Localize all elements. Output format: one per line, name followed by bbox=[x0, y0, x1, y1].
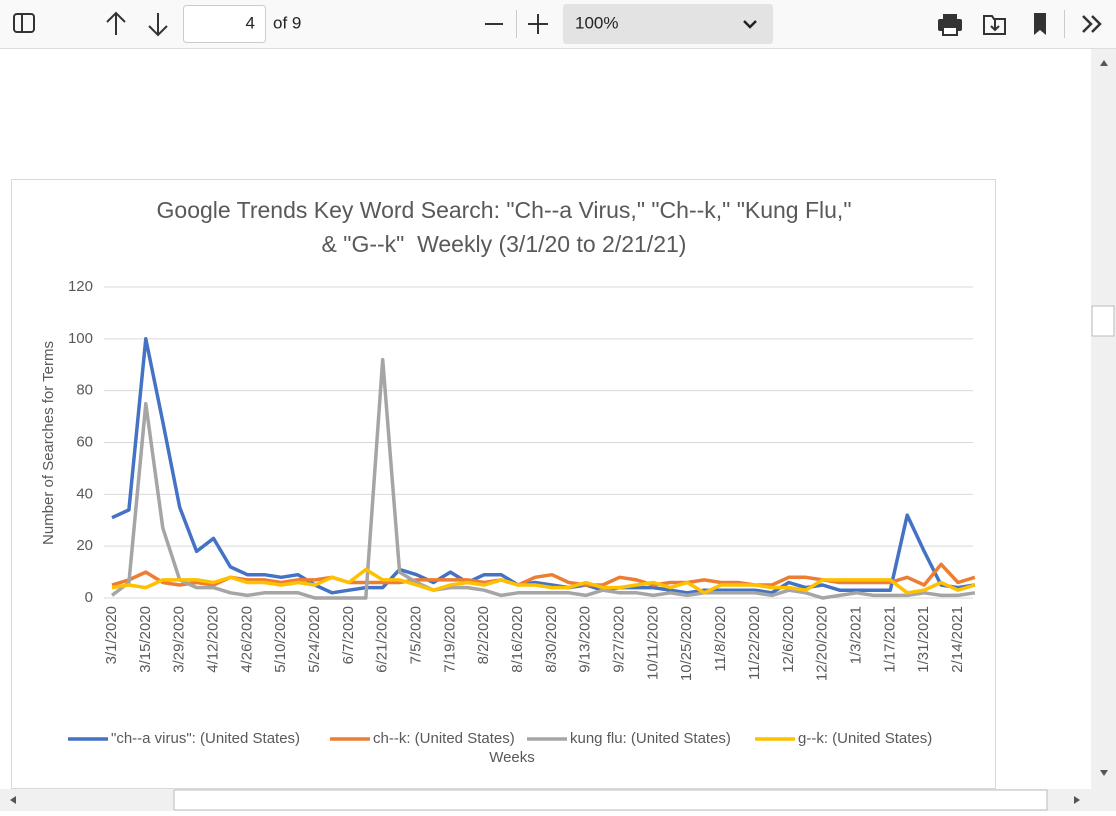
x-tick-label: 3/15/2020 bbox=[137, 606, 154, 673]
x-tick-label: 10/11/2020 bbox=[644, 606, 661, 680]
print-button[interactable] bbox=[938, 14, 962, 36]
chart-title: & "G--k" Weekly (3/1/20 to 2/21/21) bbox=[322, 231, 687, 257]
series-line bbox=[110, 357, 976, 600]
x-tick-label: 9/27/2020 bbox=[611, 606, 628, 673]
legend-label: kung flu: (United States) bbox=[570, 730, 731, 747]
x-tick-label: 4/26/2020 bbox=[238, 606, 255, 673]
x-tick-label: 12/20/2020 bbox=[814, 606, 831, 681]
chart: Google Trends Key Word Search: "Ch--a Vi… bbox=[40, 197, 976, 766]
y-tick-label: 80 bbox=[76, 382, 93, 399]
vertical-scrollbar[interactable] bbox=[1091, 49, 1116, 789]
y-tick-label: 60 bbox=[76, 433, 93, 450]
x-tick-label: 1/31/2021 bbox=[915, 606, 932, 673]
y-axis-title: Number of Searches for Terms bbox=[40, 341, 57, 545]
save-button[interactable] bbox=[983, 15, 1006, 35]
y-tick-label: 40 bbox=[76, 485, 93, 502]
scroll-right-arrow[interactable] bbox=[1074, 796, 1080, 804]
page-input[interactable] bbox=[183, 5, 266, 43]
next-page-button[interactable] bbox=[148, 13, 168, 37]
zoom-in-button[interactable] bbox=[528, 14, 548, 34]
chart-frame bbox=[11, 179, 996, 789]
x-tick-label: 2/14/2021 bbox=[949, 606, 966, 673]
x-tick-label: 9/13/2020 bbox=[577, 606, 594, 673]
x-tick-label: 5/10/2020 bbox=[272, 606, 289, 673]
dropdown-arrow bbox=[743, 20, 757, 29]
legend-label: ch--k: (United States) bbox=[373, 730, 515, 747]
x-tick-label: 12/6/2020 bbox=[780, 606, 797, 673]
previous-page-button[interactable] bbox=[106, 11, 126, 35]
bookmark-button[interactable] bbox=[1034, 13, 1046, 35]
x-tick-label: 11/22/2020 bbox=[746, 606, 763, 680]
x-tick-label: 11/8/2020 bbox=[712, 606, 729, 672]
x-tick-label: 5/24/2020 bbox=[306, 606, 323, 673]
x-tick-label: 6/7/2020 bbox=[340, 606, 357, 664]
x-tick-label: 6/21/2020 bbox=[374, 606, 391, 673]
x-tick-label: 7/19/2020 bbox=[441, 606, 458, 673]
sidebar-button[interactable] bbox=[13, 13, 35, 33]
x-tick-label: 8/16/2020 bbox=[509, 606, 526, 673]
x-tick-label: 4/12/2020 bbox=[204, 606, 221, 673]
vertical-scroll-thumb[interactable] bbox=[1091, 305, 1115, 337]
zoom-value[interactable]: 100% bbox=[575, 13, 618, 32]
horizontal-scroll-thumb[interactable] bbox=[173, 789, 1048, 811]
x-tick-label: 7/5/2020 bbox=[408, 606, 425, 664]
y-tick-label: 20 bbox=[76, 537, 93, 554]
more-tools-button[interactable] bbox=[1082, 15, 1102, 33]
x-tick-label: 10/25/2020 bbox=[678, 606, 695, 681]
page-count: of 9 bbox=[273, 13, 301, 32]
x-tick-label: 3/1/2020 bbox=[103, 606, 120, 664]
zoom-select[interactable] bbox=[563, 4, 773, 44]
legend-label: "ch--a virus": (United States) bbox=[111, 730, 300, 747]
x-tick-label: 8/2/2020 bbox=[475, 606, 492, 664]
x-tick-label: 1/3/2021 bbox=[847, 606, 864, 664]
legend-label: g--k: (United States) bbox=[798, 730, 932, 747]
page-number[interactable]: 4 bbox=[246, 13, 255, 32]
x-tick-label: 8/30/2020 bbox=[543, 606, 560, 673]
x-tick-label: 3/29/2020 bbox=[171, 606, 188, 673]
scroll-up-arrow[interactable] bbox=[1100, 60, 1108, 66]
series-line bbox=[111, 337, 976, 595]
x-tick-label: 1/17/2021 bbox=[881, 606, 898, 673]
scroll-down-arrow[interactable] bbox=[1100, 770, 1108, 776]
series-line bbox=[111, 567, 976, 595]
chart-title: Google Trends Key Word Search: "Ch--a Vi… bbox=[157, 197, 852, 223]
y-tick-label: 120 bbox=[68, 278, 93, 295]
x-axis-title: Weeks bbox=[489, 749, 535, 766]
scroll-left-arrow[interactable] bbox=[10, 796, 16, 804]
y-tick-label: 0 bbox=[85, 589, 93, 606]
y-tick-label: 100 bbox=[68, 330, 93, 347]
